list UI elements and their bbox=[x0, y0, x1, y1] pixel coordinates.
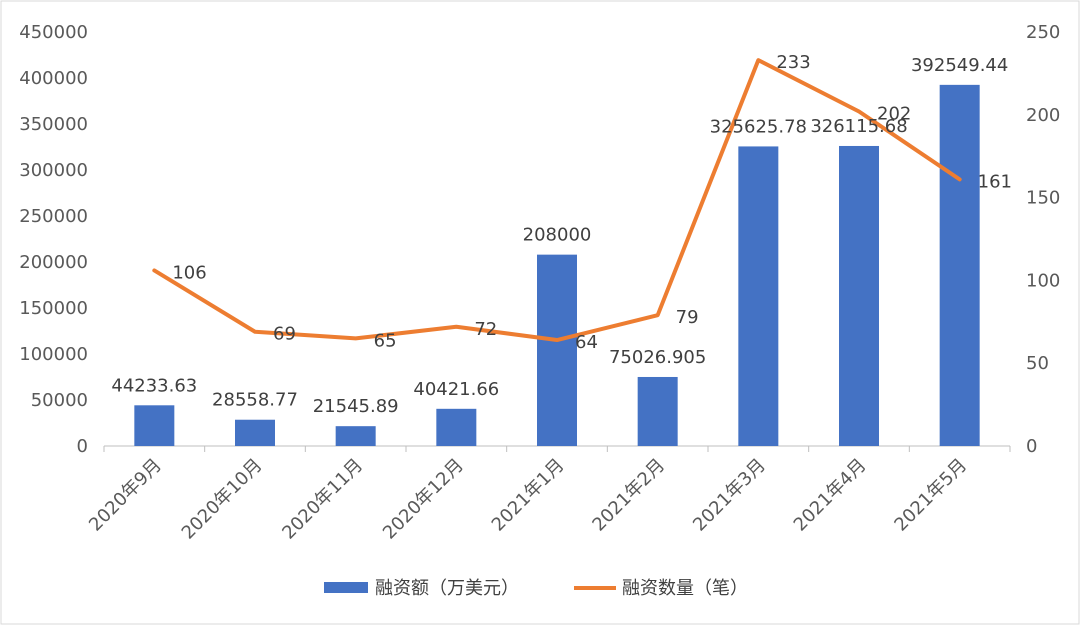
bar-series bbox=[134, 84, 980, 446]
bar-value-label: 75026.905 bbox=[609, 347, 706, 368]
bar bbox=[335, 426, 376, 446]
y-left-tick-label: 300000 bbox=[19, 160, 88, 181]
line-value-label: 65 bbox=[374, 330, 397, 351]
bar bbox=[436, 408, 477, 446]
legend: 融资额（万美元） 融资数量（笔） bbox=[324, 578, 748, 599]
legend-swatch-bar bbox=[324, 582, 368, 593]
line-value-label: 161 bbox=[978, 171, 1012, 192]
y-left-tick-label: 400000 bbox=[19, 68, 88, 89]
y-right-tick-label: 200 bbox=[1026, 105, 1060, 126]
bar-value-label: 208000 bbox=[523, 225, 592, 246]
line-series bbox=[152, 58, 962, 343]
line-series-path bbox=[152, 58, 962, 343]
bar bbox=[839, 145, 879, 446]
line-value-label: 64 bbox=[575, 332, 598, 353]
y-left-tick-label: 250000 bbox=[19, 206, 88, 227]
bar-value-label: 28558.77 bbox=[212, 390, 298, 411]
y-left-tick-label: 0 bbox=[77, 436, 88, 457]
line-value-label: 202 bbox=[877, 103, 911, 124]
bar-value-label: 392549.44 bbox=[911, 55, 1008, 76]
bar bbox=[537, 254, 577, 446]
y-right-tick-label: 0 bbox=[1026, 436, 1037, 457]
legend-label-bar: 融资额（万美元） bbox=[375, 578, 519, 599]
line-value-label: 69 bbox=[273, 324, 296, 345]
y-left-tick-label: 350000 bbox=[19, 114, 88, 135]
y-right-tick-label: 250 bbox=[1026, 22, 1060, 43]
line-value-label: 72 bbox=[474, 319, 497, 340]
bar bbox=[637, 376, 678, 446]
bar bbox=[738, 146, 779, 446]
y-right-tick-label: 150 bbox=[1026, 188, 1060, 209]
bar bbox=[134, 405, 175, 446]
bar-value-label: 40421.66 bbox=[413, 379, 499, 400]
y-right-tick-label: 50 bbox=[1026, 353, 1049, 374]
y-left-tick-label: 100000 bbox=[19, 344, 88, 365]
line-value-label: 79 bbox=[676, 307, 699, 328]
bar-value-label: 326115.68 bbox=[810, 116, 907, 137]
y-left-tick-label: 450000 bbox=[19, 22, 88, 43]
legend-label-line: 融资数量（笔） bbox=[622, 578, 748, 599]
line-value-label: 106 bbox=[172, 262, 206, 283]
y-right-tick-label: 100 bbox=[1026, 270, 1060, 291]
bar bbox=[939, 84, 980, 446]
line-value-label: 233 bbox=[776, 52, 810, 73]
y-left-tick-label: 50000 bbox=[31, 390, 88, 411]
bar-value-label: 44233.63 bbox=[111, 375, 197, 396]
data-labels: 44233.63 28558.77 21545.89 40421.66 208000 75… bbox=[111, 52, 1012, 417]
bar-value-label: 21545.89 bbox=[313, 396, 399, 417]
bar bbox=[235, 419, 275, 446]
bar-value-label: 325625.78 bbox=[710, 116, 807, 137]
y-left-tick-label: 150000 bbox=[19, 298, 88, 319]
y-left-tick-label: 200000 bbox=[19, 252, 88, 273]
